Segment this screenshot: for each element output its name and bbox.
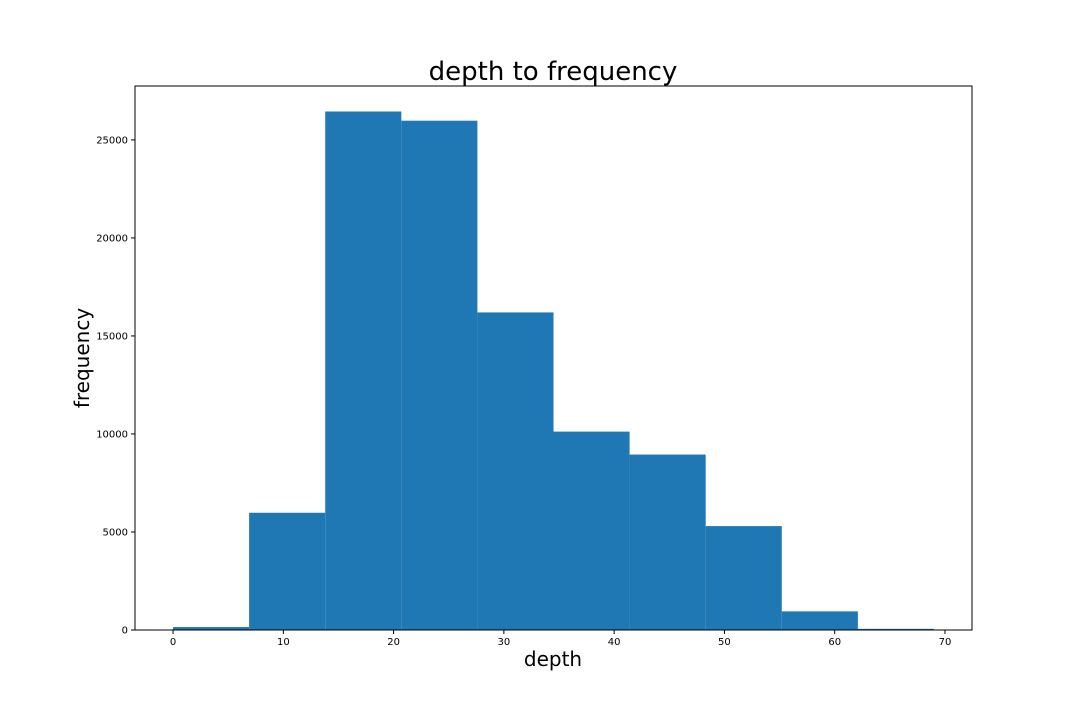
histogram-bar-2 xyxy=(249,512,326,630)
bars-group xyxy=(173,111,934,631)
x-tick-label: 70 xyxy=(939,637,952,648)
histogram-bar-6 xyxy=(553,431,630,630)
plot-frame xyxy=(134,85,973,631)
x-tick-label: 40 xyxy=(608,637,621,648)
x-tick-label: 10 xyxy=(277,637,290,648)
y-tick-label: 15000 xyxy=(96,331,128,342)
x-tick-label: 0 xyxy=(170,637,176,648)
histogram-bar-4 xyxy=(401,120,478,631)
x-tick-label: 20 xyxy=(387,637,400,648)
histogram-bar-9 xyxy=(781,611,858,630)
x-tick-label: 50 xyxy=(718,637,731,648)
histogram-bar-1 xyxy=(173,627,250,630)
y-tick-label: 0 xyxy=(122,626,128,637)
histogram-bar-3 xyxy=(325,111,402,631)
histogram-bar-8 xyxy=(705,526,782,630)
y-tick-label: 25000 xyxy=(96,135,128,146)
x-tick-label: 60 xyxy=(828,637,841,648)
x-tick-label: 30 xyxy=(498,637,511,648)
y-axis: 0 5000 10000 15000 20000 25000 xyxy=(96,135,135,637)
histogram-bar-10 xyxy=(857,628,934,630)
histogram-bar-5 xyxy=(477,312,554,630)
y-axis-label: frequency xyxy=(70,308,94,408)
chart-title: depth to frequency xyxy=(429,57,678,87)
y-tick-label: 10000 xyxy=(96,429,128,440)
histogram-bar-7 xyxy=(629,454,706,630)
x-axis-label: depth xyxy=(524,647,582,671)
x-axis: 0 10 20 30 40 50 60 70 xyxy=(170,630,951,648)
y-tick-label: 20000 xyxy=(96,233,128,244)
y-tick-label: 5000 xyxy=(103,527,128,538)
